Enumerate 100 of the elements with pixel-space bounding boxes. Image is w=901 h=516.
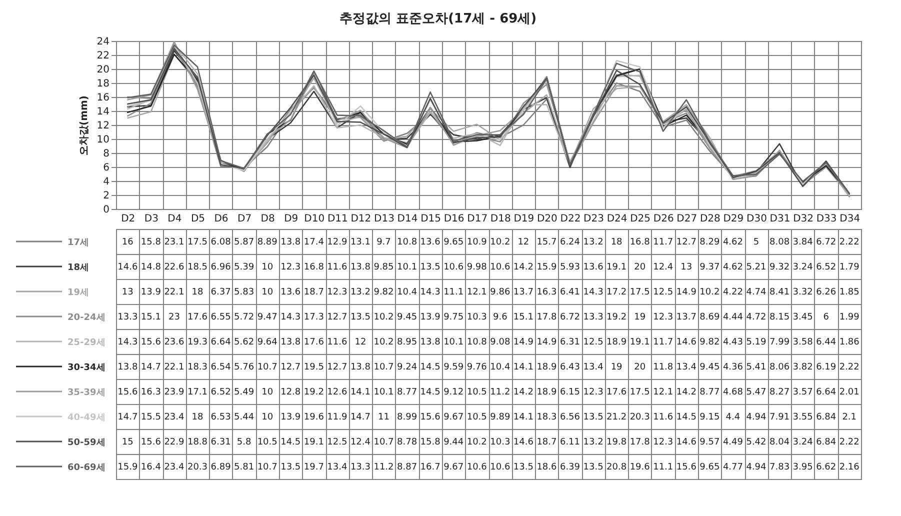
data-label: 23.6 xyxy=(164,338,184,348)
data-label: 14.6 xyxy=(513,438,534,448)
data-label: 12.3 xyxy=(583,388,604,398)
data-label: 4.68 xyxy=(722,388,744,398)
data-label: 20 xyxy=(634,362,646,372)
data-label: 3.45 xyxy=(792,312,813,322)
data-label: 12.5 xyxy=(583,338,604,348)
data-label: 10.7 xyxy=(374,362,394,372)
text: 18세 xyxy=(68,263,90,273)
x-tick-label: D6 xyxy=(214,214,228,224)
data-label: 4.43 xyxy=(722,338,743,348)
data-label: 10.6 xyxy=(490,262,510,272)
data-label: 21.2 xyxy=(606,412,627,422)
data-label: 14.9 xyxy=(513,338,534,348)
data-label: 13.5 xyxy=(583,412,604,422)
data-label: 12.3 xyxy=(280,262,301,272)
data-label: 8.04 xyxy=(769,438,790,448)
x-tick-label: D4 xyxy=(168,214,182,224)
data-label: 14.9 xyxy=(676,288,697,298)
text: 17세 xyxy=(68,238,90,248)
data-label: 10.1 xyxy=(374,388,394,398)
y-tick-label: 4 xyxy=(103,176,110,188)
x-tick-label: D3 xyxy=(144,214,158,224)
data-label: 8.95 xyxy=(396,338,418,348)
data-label: 11.2 xyxy=(490,388,510,398)
text: 40-49세 xyxy=(68,413,106,423)
data-label: 15.6 xyxy=(676,462,697,472)
data-label: 10.9 xyxy=(466,238,488,248)
data-label: 6 xyxy=(823,312,830,322)
data-label: 10.7 xyxy=(257,362,278,372)
data-label: 13.2 xyxy=(350,288,370,298)
data-label: 6.89 xyxy=(210,462,232,472)
data-label: 17.6 xyxy=(187,312,208,322)
data-label: 2.22 xyxy=(839,238,860,248)
data-label: 16.8 xyxy=(304,262,324,272)
data-label: 8.08 xyxy=(769,238,790,248)
data-label: 11.6 xyxy=(327,262,348,272)
data-label: 12.1 xyxy=(653,388,674,398)
data-label: 18.7 xyxy=(304,288,324,298)
data-label: 3.57 xyxy=(792,388,813,398)
data-label: 9.24 xyxy=(396,362,418,372)
x-tick-label: D11 xyxy=(327,214,348,224)
data-label: 10.6 xyxy=(490,462,510,472)
y-tick-label: 14 xyxy=(96,106,110,118)
data-label: 14.6 xyxy=(118,262,138,272)
data-label: 13.5 xyxy=(420,262,440,272)
data-label: 9.67 xyxy=(444,412,464,422)
data-label: 18.9 xyxy=(536,362,557,372)
data-label: 23.4 xyxy=(164,412,184,422)
data-label: 5.87 xyxy=(234,238,254,248)
data-label: 12.6 xyxy=(327,388,348,398)
data-label: 6.64 xyxy=(210,338,232,348)
data-label: 12 xyxy=(518,238,530,248)
data-label: 9.47 xyxy=(257,312,278,322)
data-label: 5.21 xyxy=(746,262,766,272)
data-label: 12.9 xyxy=(327,238,348,248)
data-label: 10.2 xyxy=(700,288,720,298)
data-label: 5.39 xyxy=(234,262,254,272)
data-label: 3.24 xyxy=(792,262,814,272)
data-label: 15.1 xyxy=(140,312,161,322)
data-label: 22.9 xyxy=(164,438,184,448)
x-tick-label: D30 xyxy=(746,214,767,224)
data-label: 14.2 xyxy=(676,388,696,398)
data-label: 6.52 xyxy=(816,262,836,272)
data-label: 9.59 xyxy=(444,362,464,372)
data-label: 16.3 xyxy=(536,288,557,298)
data-label: 5.83 xyxy=(234,288,254,298)
data-label: 14.5 xyxy=(280,438,301,448)
data-label: 9.67 xyxy=(444,462,464,472)
x-tick-label: D25 xyxy=(630,214,651,224)
data-label: 13.8 xyxy=(280,238,301,248)
y-axis-title: 오차값(mm) xyxy=(78,96,90,156)
data-label: 10.4 xyxy=(490,362,510,372)
data-label: 9.32 xyxy=(769,262,790,272)
data-label: 10.1 xyxy=(444,338,464,348)
x-tick-label: D19 xyxy=(514,214,534,224)
data-label: 3.95 xyxy=(792,462,813,472)
text: 35-39세 xyxy=(68,388,106,398)
x-tick-label: D18 xyxy=(490,214,511,224)
data-label: 10.2 xyxy=(374,338,394,348)
data-label: 10.8 xyxy=(466,338,488,348)
x-tick-label: D32 xyxy=(793,214,814,224)
data-label: 1.79 xyxy=(839,262,860,272)
data-label: 10.4 xyxy=(396,288,418,298)
data-label: 6.84 xyxy=(816,412,836,422)
x-tick-label: D24 xyxy=(606,214,628,224)
data-label: 3.24 xyxy=(792,438,814,448)
data-label: 10.6 xyxy=(466,462,488,472)
data-label: 13.9 xyxy=(280,412,301,422)
data-label: 12.3 xyxy=(327,288,348,298)
data-label: 12.8 xyxy=(280,388,301,398)
x-tick-label: D17 xyxy=(467,214,488,224)
data-label: 17.5 xyxy=(630,288,650,298)
data-label: 10.2 xyxy=(374,312,394,322)
data-label: 13.2 xyxy=(583,238,604,248)
x-tick-label: D20 xyxy=(536,214,558,224)
data-label: 14.3 xyxy=(280,312,301,322)
data-label: 12.5 xyxy=(327,438,348,448)
data-label: 6.54 xyxy=(210,362,232,372)
data-label: 14.1 xyxy=(513,412,534,422)
